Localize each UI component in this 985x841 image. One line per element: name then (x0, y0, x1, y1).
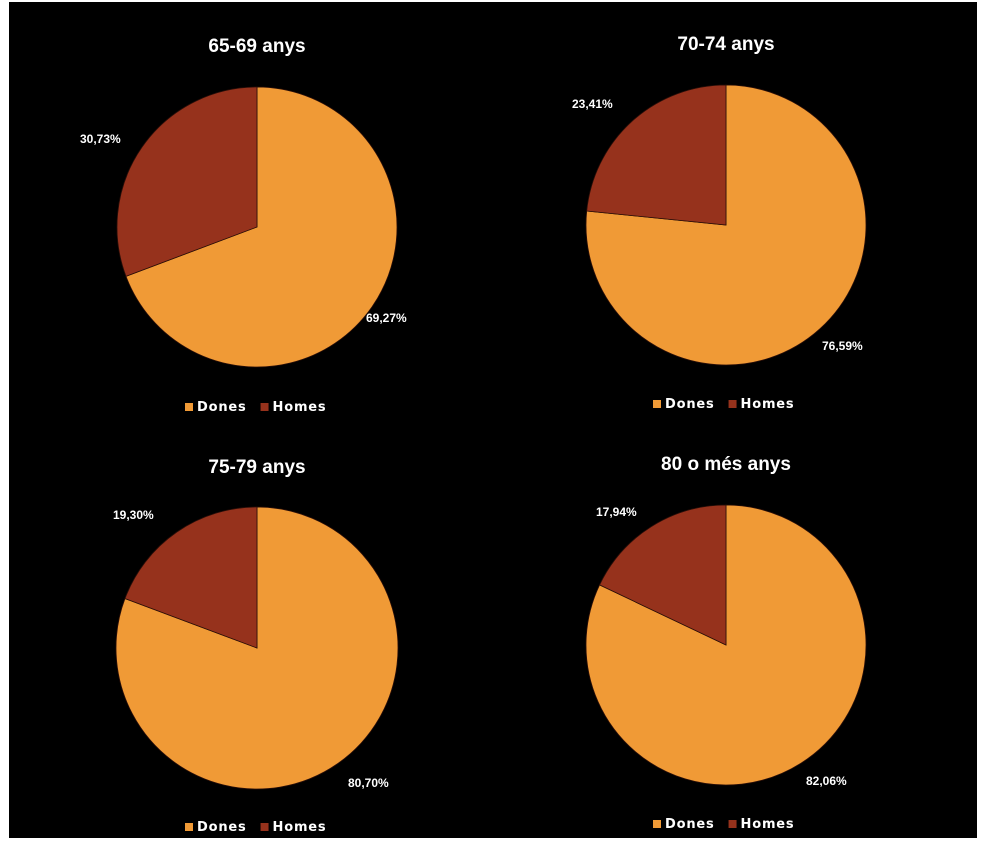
legend-swatch-homes (260, 403, 269, 411)
legend-label-dones: Dones (665, 397, 715, 412)
pie-slice-homes (124, 506, 258, 649)
legend-label-dones: Dones (665, 817, 715, 832)
legend-label-homes: Homes (273, 820, 327, 835)
chart-title: 80 o més anys (661, 454, 791, 475)
data-label-homes: 19,30% (113, 508, 154, 522)
chart-title: 65-69 anys (208, 36, 305, 57)
legend: Dones Homes (185, 400, 326, 415)
data-label-dones: 76,59% (822, 339, 863, 353)
data-label-homes: 23,41% (572, 97, 613, 111)
legend-swatch-homes (728, 820, 737, 828)
data-label-dones: 82,06% (806, 774, 847, 788)
legend-label-dones: Dones (197, 400, 247, 415)
legend-label-homes: Homes (273, 400, 327, 415)
legend-swatch-dones (653, 820, 661, 828)
pie-slice-dones (115, 506, 399, 790)
legend-label-homes: Homes (741, 397, 795, 412)
pie-slice-dones (125, 86, 398, 368)
pie-slice-homes (586, 84, 727, 226)
pie-chart-3: 75-79 anys 80,70% 19,30% Dones Homes (113, 457, 399, 835)
legend-swatch-dones (653, 400, 661, 408)
legend-swatch-homes (260, 823, 269, 831)
legend-label-dones: Dones (197, 820, 247, 835)
legend-label-homes: Homes (741, 817, 795, 832)
pie-slice-homes (116, 86, 258, 277)
legend-swatch-homes (728, 400, 737, 408)
pie-chart-2: 70-74 anys 76,59% 23,41% Dones Homes (572, 34, 867, 412)
pie-chart-4: 80 o més anys 82,06% 17,94% Dones Homes (585, 454, 867, 832)
data-label-homes: 17,94% (596, 505, 637, 519)
legend: Dones Homes (653, 817, 794, 832)
chart-title: 70-74 anys (677, 34, 774, 55)
data-label-dones: 69,27% (366, 311, 407, 325)
legend-swatch-dones (185, 403, 193, 411)
data-label-dones: 80,70% (348, 776, 389, 790)
chart-title: 75-79 anys (208, 457, 305, 478)
legend: Dones Homes (653, 397, 794, 412)
legend: Dones Homes (185, 820, 326, 835)
data-label-homes: 30,73% (80, 132, 121, 146)
pie-slice-homes (599, 504, 727, 646)
pie-chart-1: 65-69 anys 69,27% 30,73% Dones Homes (80, 36, 407, 415)
legend-swatch-dones (185, 823, 193, 831)
